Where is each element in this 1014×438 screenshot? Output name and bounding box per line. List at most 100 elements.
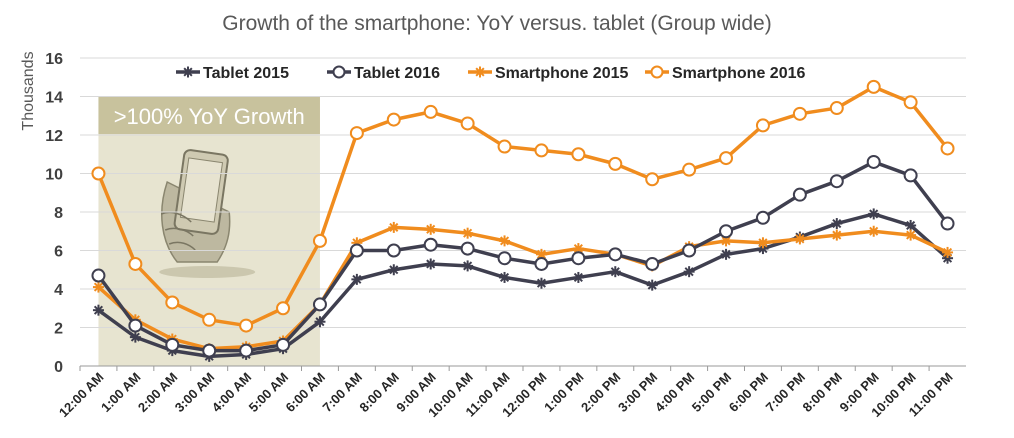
icon-shadow (159, 266, 256, 278)
y-axis-label: Thousands (20, 51, 37, 130)
x-tick-label: 5:00 AM (246, 370, 292, 416)
data-point (866, 79, 881, 94)
y-tick-label: 14 (45, 90, 63, 107)
annotation-banner (98, 96, 320, 134)
x-tick-label: 5:00 PM (689, 370, 734, 415)
data-point (829, 101, 844, 116)
y-tick-label: 2 (54, 321, 63, 338)
data-point (386, 112, 401, 127)
data-point (312, 233, 327, 248)
y-tick-label: 8 (54, 205, 63, 222)
data-point (460, 241, 475, 256)
series-layer (91, 79, 955, 362)
x-tick-label: 4:00 PM (652, 370, 697, 415)
data-point (535, 277, 547, 289)
y-tick-label: 6 (54, 244, 63, 261)
series-smartphone-2016 (91, 79, 955, 333)
data-point (129, 331, 141, 343)
data-point (165, 337, 180, 352)
legend-item-tablet-2016: Tablet 2016 (327, 65, 440, 82)
x-tick-label: 8:00 AM (356, 370, 402, 416)
data-point (905, 219, 917, 231)
x-tick-label: 2:00 PM (578, 370, 623, 415)
data-point (128, 256, 143, 271)
x-tick-label: 12:00 AM (56, 370, 107, 421)
data-point (386, 243, 401, 258)
x-tick-label: 1:00 PM (541, 370, 586, 415)
x-tick-label: 4:00 AM (209, 370, 255, 416)
data-point (91, 166, 106, 181)
data-point (831, 218, 843, 230)
x-tick-label: 3:00 PM (615, 370, 660, 415)
x-tick-label: 8:00 PM (800, 370, 845, 415)
data-point (499, 235, 511, 247)
data-point (312, 297, 327, 312)
legend-item-smartphone-2016: Smartphone 2016 (645, 65, 805, 82)
hand-fingers (160, 211, 196, 251)
data-point (534, 256, 549, 271)
x-tick-label: 3:00 AM (172, 370, 218, 416)
data-point (425, 223, 437, 235)
legend-swatch-marker (182, 66, 194, 78)
data-point (646, 279, 658, 291)
legend-swatch-marker (474, 66, 486, 78)
data-point (608, 156, 623, 171)
legend-swatch-marker (650, 65, 664, 79)
data-point (534, 143, 549, 158)
data-point (831, 229, 843, 241)
data-point (349, 243, 364, 258)
data-point (940, 141, 955, 156)
data-point (314, 316, 326, 328)
data-point (829, 174, 844, 189)
data-point (388, 264, 400, 276)
x-tick-label: 7:00 AM (319, 370, 365, 416)
series-line (97, 212, 949, 359)
y-tick-label: 4 (54, 282, 63, 299)
data-point (755, 118, 770, 133)
legend-item-smartphone-2015: Smartphone 2015 (468, 65, 628, 82)
annotation-text: >100% YoY Growth (114, 104, 305, 129)
data-point (165, 295, 180, 310)
data-point (460, 116, 475, 131)
data-point (866, 154, 881, 169)
data-point (276, 337, 291, 352)
data-point (462, 227, 474, 239)
data-point (499, 271, 511, 283)
data-point (91, 268, 106, 283)
data-point (645, 256, 660, 271)
series-tablet-2015 (92, 208, 954, 362)
y-axis-ticks: 0 2 4 6 8 10 12 14 16 (45, 51, 63, 376)
data-point (276, 301, 291, 316)
annotation-layer: >100% YoY Growth (98, 96, 320, 366)
data-point (905, 229, 917, 241)
data-point (720, 248, 732, 260)
data-point (794, 233, 806, 245)
data-point (682, 243, 697, 258)
data-point (608, 247, 623, 262)
data-point (942, 246, 954, 258)
legend-label: Tablet 2016 (354, 65, 440, 82)
data-point (683, 266, 695, 278)
y-tick-label: 10 (45, 167, 63, 184)
x-tick-label: 2:00 AM (135, 370, 181, 416)
data-point (903, 168, 918, 183)
x-axis-ticks: 12:00 AM1:00 AM2:00 AM3:00 AM4:00 AM5:00… (56, 366, 956, 420)
data-point (868, 208, 880, 220)
y-tick-label: 16 (45, 51, 63, 68)
data-point (425, 258, 437, 270)
data-point (868, 225, 880, 237)
data-point (92, 304, 104, 316)
y-tick-label: 0 (54, 359, 63, 376)
data-point (388, 221, 400, 233)
x-tick-label: 6:00 PM (726, 370, 771, 415)
legend-label: Tablet 2015 (203, 65, 289, 82)
x-tick-label: 1:00 AM (98, 370, 144, 416)
data-point (239, 343, 254, 358)
legend: Tablet 2015 Tablet 2016 Smartphone 2015 Sma… (176, 65, 805, 82)
data-point (92, 281, 104, 293)
legend-label: Smartphone 2015 (495, 65, 628, 82)
data-point (682, 162, 697, 177)
data-point (755, 210, 770, 225)
x-tick-label: 7:00 PM (763, 370, 808, 415)
data-point (757, 237, 769, 249)
